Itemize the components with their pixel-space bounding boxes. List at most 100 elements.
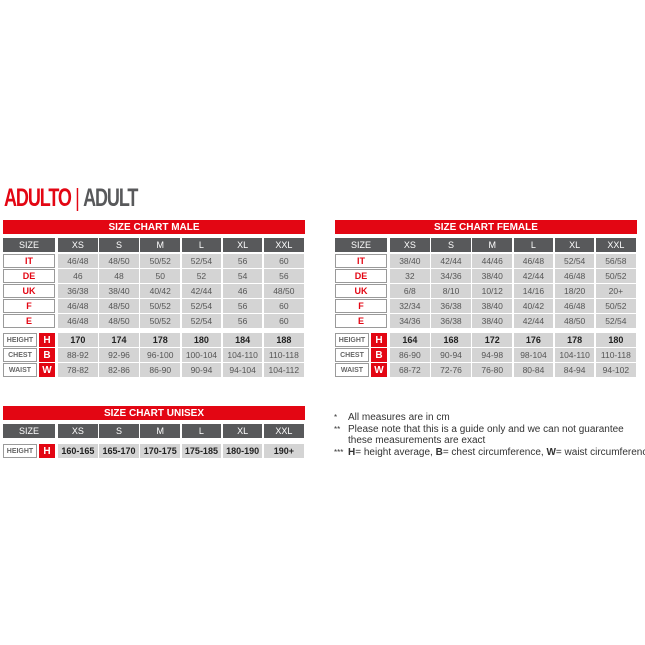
size-column-header: S	[431, 238, 471, 252]
note-key: H	[348, 446, 356, 458]
female-chart-title: SIZE CHART FEMALE	[335, 220, 637, 234]
note-key: W	[546, 446, 556, 458]
heading-red: ADULTO	[4, 184, 72, 212]
page-heading: ADULTO | ADULT	[4, 184, 138, 213]
size-header: SIZE	[335, 238, 387, 252]
region-label: IT	[335, 254, 387, 268]
measure-cell: 82-86	[99, 363, 139, 377]
notes: * All measures are in cm ** Please note tha…	[334, 412, 645, 458]
measure-cell: 175-185	[181, 444, 222, 458]
size-cell: 48/50	[264, 284, 304, 298]
size-cell: 56	[222, 314, 263, 328]
note-text: = height average,	[355, 446, 436, 458]
size-column-header: M	[140, 424, 181, 438]
measure-cell: 92-96	[99, 348, 139, 362]
size-cell: 46/48	[58, 314, 98, 328]
measure-cell: 164	[390, 333, 430, 347]
size-cell: 60	[264, 314, 304, 328]
size-cell: 20+	[596, 284, 636, 298]
measure-cell: 86-90	[140, 363, 181, 377]
measure-cell: 180	[596, 333, 636, 347]
size-cell: 56	[222, 254, 263, 268]
metric-label: HEIGHT	[335, 333, 369, 347]
note-item: * All measures are in cm	[334, 412, 645, 424]
size-cell: 56/58	[596, 254, 636, 268]
measure-cell: 184	[222, 333, 263, 347]
region-label: F	[3, 299, 55, 313]
size-column-header: S	[99, 424, 139, 438]
measure-cell: 165-170	[99, 444, 139, 458]
metric-letter-badge: H	[371, 333, 387, 347]
size-column-header: S	[99, 238, 139, 252]
size-cell: 46/48	[554, 299, 595, 313]
note-marker: *	[334, 413, 338, 422]
size-cell: 50/52	[596, 269, 636, 283]
size-cell: 36/38	[431, 299, 471, 313]
size-cell: 52/54	[181, 314, 222, 328]
note-item: ** Please note that this is a guide only …	[334, 424, 645, 447]
measure-cell: 168	[431, 333, 471, 347]
note-text: All measures are in cm	[348, 412, 450, 423]
metric-label: CHEST	[3, 348, 37, 362]
measure-cell: 170	[58, 333, 98, 347]
measure-cell: 190+	[264, 444, 304, 458]
size-cell: 50/52	[140, 314, 181, 328]
size-cell: 42/44	[181, 284, 222, 298]
measure-cell: 98-104	[513, 348, 554, 362]
region-label: UK	[3, 284, 55, 298]
measure-cell: 80-84	[513, 363, 554, 377]
size-cell: 32	[390, 269, 430, 283]
region-label: E	[335, 314, 387, 328]
measure-cell: 104-110	[222, 348, 263, 362]
size-column-header: XL	[222, 424, 263, 438]
size-cell: 48/50	[554, 314, 595, 328]
region-label: IT	[3, 254, 55, 268]
size-cell: 38/40	[99, 284, 139, 298]
size-column-header: XS	[58, 238, 98, 252]
size-cell: 34/36	[390, 314, 430, 328]
size-column-header: XS	[390, 238, 430, 252]
size-cell: 52/54	[554, 254, 595, 268]
measure-cell: 188	[264, 333, 304, 347]
size-cell: 52/54	[181, 299, 222, 313]
heading-gray: ADULT	[83, 184, 138, 212]
size-cell: 50/52	[140, 299, 181, 313]
size-cell: 48/50	[99, 254, 139, 268]
size-cell: 48	[99, 269, 139, 283]
measure-cell: 94-98	[472, 348, 513, 362]
measure-cell: 180-190	[222, 444, 263, 458]
measure-cell: 178	[140, 333, 181, 347]
measure-cell: 110-118	[596, 348, 636, 362]
size-column-header: M	[472, 238, 513, 252]
size-cell: 38/40	[472, 299, 513, 313]
size-column-header: XXL	[596, 238, 636, 252]
measure-cell: 78-82	[58, 363, 98, 377]
measure-cell: 94-102	[596, 363, 636, 377]
size-column-header: L	[181, 238, 222, 252]
size-cell: 56	[264, 269, 304, 283]
unisex-chart-title: SIZE CHART UNISEX	[3, 406, 305, 420]
size-cell: 52/54	[596, 314, 636, 328]
size-column-header: XL	[222, 238, 263, 252]
measure-cell: 176	[513, 333, 554, 347]
metric-letter-badge: B	[39, 348, 55, 362]
measure-cell: 88-92	[58, 348, 98, 362]
size-cell: 40/42	[513, 299, 554, 313]
size-cell: 50/52	[596, 299, 636, 313]
size-cell: 18/20	[554, 284, 595, 298]
size-column-header: XS	[58, 424, 98, 438]
metric-label: WAIST	[335, 363, 369, 377]
size-cell: 56	[222, 299, 263, 313]
size-column-header: XXL	[264, 238, 304, 252]
size-cell: 36/38	[431, 314, 471, 328]
measure-cell: 104-110	[554, 348, 595, 362]
note-text: = chest circumference,	[442, 446, 547, 458]
region-label: DE	[335, 269, 387, 283]
note-text: these measurements are exact	[348, 435, 486, 446]
note-item: *** H= height average, B= chest circumfer…	[334, 447, 645, 459]
size-cell: 38/40	[472, 314, 513, 328]
measure-cell: 100-104	[181, 348, 222, 362]
size-cell: 46/48	[513, 254, 554, 268]
size-cell: 32/34	[390, 299, 430, 313]
size-cell: 42/44	[513, 314, 554, 328]
